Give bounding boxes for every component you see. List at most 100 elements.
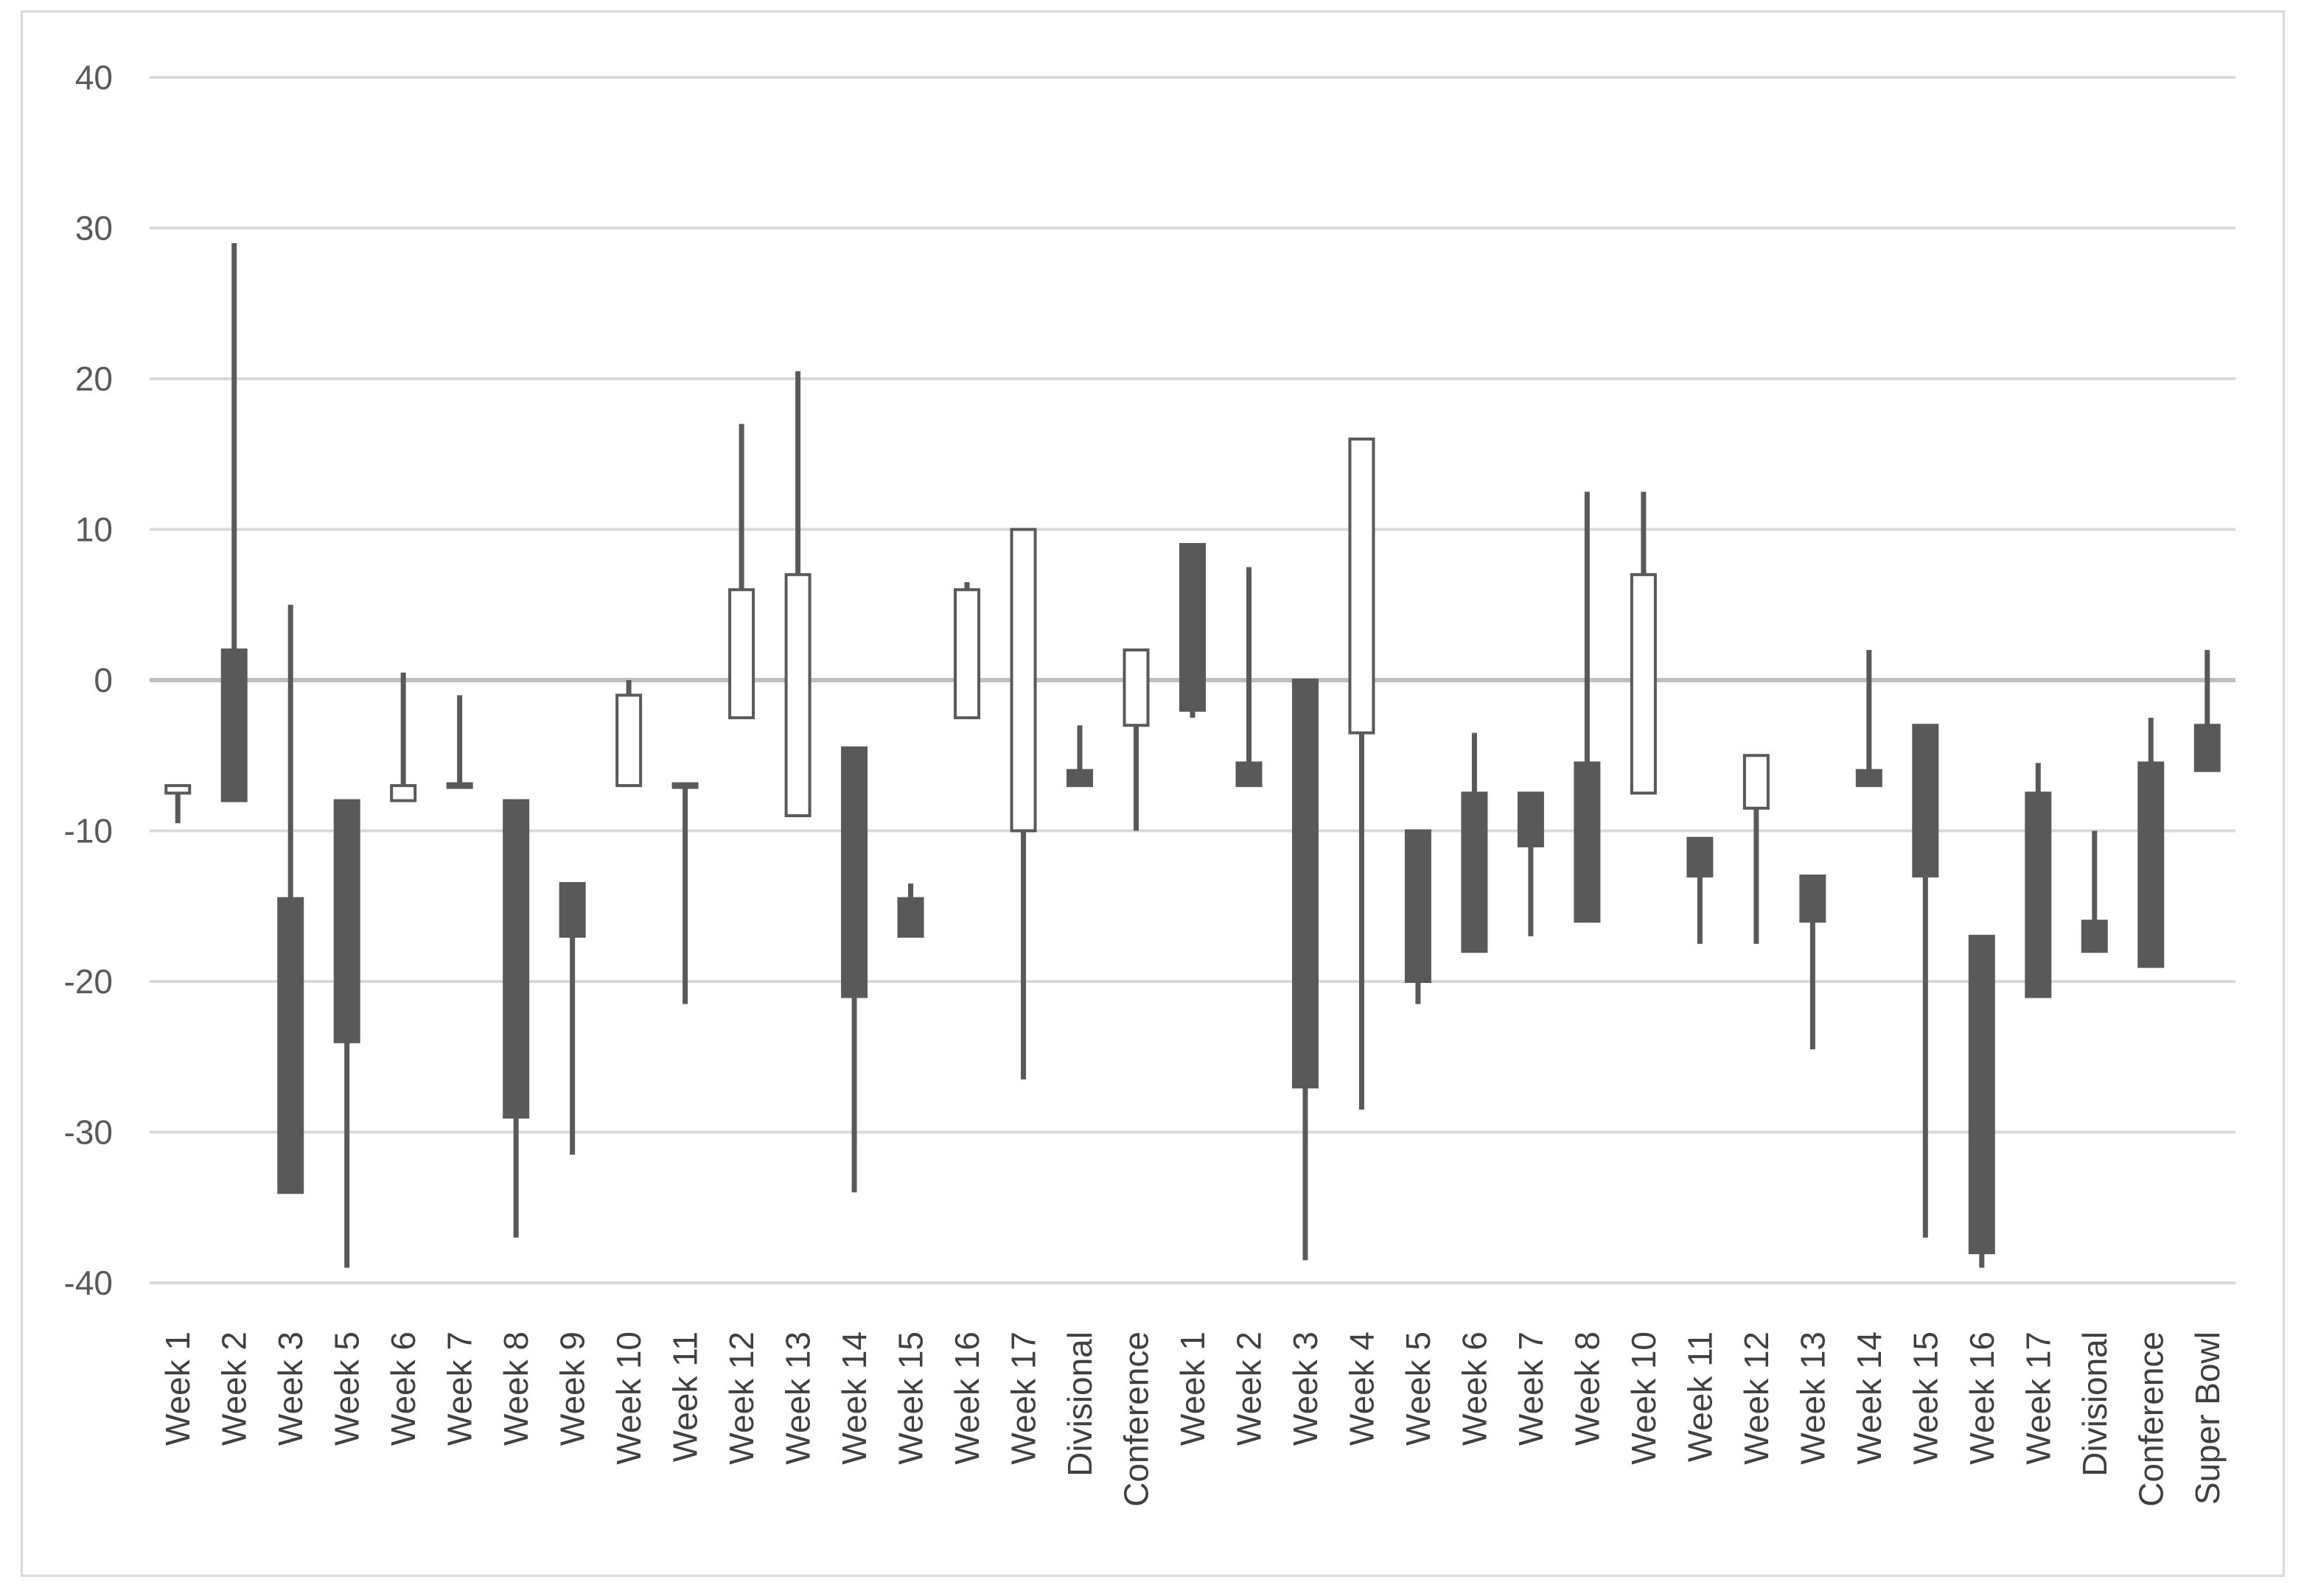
candle-body-down: [277, 897, 304, 1194]
candle: [841, 746, 868, 1193]
x-category-label: Week 5: [1399, 1331, 1437, 1446]
x-category-label: Week 1: [1173, 1331, 1212, 1446]
candle-body-down: [841, 746, 868, 998]
chart-frame: 40 30 20 10 0 -10 -20 -30 -40 Week 1 Week 2 Week 3…: [21, 10, 2285, 1577]
x-category-label: Week 11: [1680, 1331, 1719, 1462]
y-axis-ticks: 40 30 20 10 0 -10 -20 -30 -40: [64, 58, 113, 1302]
x-category-label: Week 4: [1342, 1331, 1380, 1446]
candle-body-down: [1517, 791, 1544, 847]
candle: [1461, 732, 1488, 953]
candle: [446, 695, 473, 789]
candle: [615, 680, 643, 788]
candle-body-down: [1574, 761, 1601, 923]
x-category-label: Week 2: [215, 1331, 254, 1446]
candle-body-down: [1855, 769, 1882, 788]
candle-body-down: [1404, 829, 1431, 983]
candle-body-down: [1179, 542, 1206, 712]
candle: [1574, 491, 1601, 923]
candle-body-down: [220, 648, 248, 802]
y-tick-label: -40: [64, 1264, 113, 1302]
candle-body-down: [1067, 769, 1094, 788]
x-category-label: Divisional: [2076, 1331, 2114, 1477]
candle-body-down: [333, 799, 360, 1043]
candle-body-down: [559, 882, 586, 938]
x-category-label: Week 13: [779, 1331, 817, 1465]
x-category-label: Conference: [1117, 1331, 1156, 1507]
candle: [897, 883, 924, 938]
candle: [728, 424, 755, 720]
x-category-label: Divisional: [1061, 1331, 1099, 1477]
candle-body-up: [1123, 648, 1150, 727]
candles: [164, 242, 2221, 1268]
candle-body-down: [1291, 679, 1319, 1089]
y-tick-label: -20: [64, 962, 113, 1001]
y-tick-label: 20: [75, 360, 113, 398]
candle-body-down: [1235, 761, 1263, 788]
y-tick-label: 30: [75, 209, 113, 248]
x-category-label: Week 1: [158, 1331, 197, 1446]
candle: [1799, 874, 1826, 1050]
candle: [2025, 763, 2052, 998]
x-category-label: Week 9: [554, 1331, 592, 1446]
candle-body-down: [897, 897, 924, 938]
candle: [1686, 836, 1714, 944]
x-category-label: Week 6: [384, 1331, 422, 1446]
candle-body-up: [1010, 528, 1037, 833]
candle: [2081, 830, 2108, 953]
candle: [1968, 934, 1995, 1268]
candle: [503, 799, 530, 1238]
candle: [1742, 754, 1770, 944]
x-category-label: Week 17: [2019, 1331, 2057, 1465]
candle-body-up: [728, 588, 755, 720]
candle: [1912, 724, 1939, 1238]
candle-body-down: [503, 799, 530, 1119]
x-category-label: Week 15: [892, 1331, 930, 1465]
candlestick-chart: 40 30 20 10 0 -10 -20 -30 -40 Week 1 Week 2 Week 3…: [64, 58, 2235, 1507]
candle-body-up: [954, 588, 981, 720]
candle: [277, 604, 304, 1194]
candle: [2137, 718, 2165, 968]
x-category-label: Week 16: [1963, 1331, 2001, 1465]
candle-body-up: [1630, 573, 1657, 795]
x-category-label: Week 2: [1229, 1331, 1268, 1446]
x-category-label: Week 6: [1455, 1331, 1493, 1446]
candle-body-down: [2137, 761, 2165, 968]
candle-body-down: [671, 782, 699, 789]
candle-body-up: [390, 784, 417, 802]
candle-body-down: [1686, 836, 1714, 878]
candle-body-up: [164, 784, 192, 795]
x-category-label: Week 10: [1624, 1331, 1663, 1465]
candle: [2193, 650, 2221, 772]
x-category-label: Week 3: [271, 1331, 310, 1446]
x-category-label: Week 8: [497, 1331, 535, 1446]
x-category-label: Week 12: [1737, 1331, 1776, 1465]
x-category-label: Week 14: [1850, 1331, 1888, 1465]
candle-body-down: [2193, 724, 2221, 772]
x-category-label: Week 16: [948, 1331, 986, 1465]
candle: [784, 371, 811, 818]
candle: [164, 784, 192, 824]
candle: [1517, 791, 1544, 937]
candle-body-up: [1742, 754, 1770, 810]
x-category-label: Week 7: [441, 1331, 479, 1446]
candle: [1404, 829, 1431, 1004]
candle: [559, 882, 586, 1155]
y-tick-label: 40: [75, 58, 113, 97]
x-category-label: Week 12: [722, 1331, 761, 1465]
candle-body-down: [1968, 934, 1995, 1255]
candle: [1010, 528, 1037, 1079]
x-category-label: Week 17: [1005, 1331, 1043, 1465]
x-category-label: Week 10: [610, 1331, 648, 1465]
x-category-label: Conference: [2132, 1331, 2170, 1507]
candle: [1179, 542, 1206, 718]
candle: [1067, 725, 1094, 788]
x-category-label: Week 7: [1512, 1331, 1550, 1446]
y-tick-label: -10: [64, 812, 113, 850]
y-tick-label: 10: [75, 511, 113, 549]
y-tick-label: -30: [64, 1113, 113, 1152]
x-category-label: Week 15: [1906, 1331, 1944, 1465]
candle-body-up: [615, 693, 643, 788]
candle: [220, 242, 248, 802]
candle: [1855, 650, 1882, 788]
x-category-label: Week 8: [1568, 1331, 1606, 1446]
